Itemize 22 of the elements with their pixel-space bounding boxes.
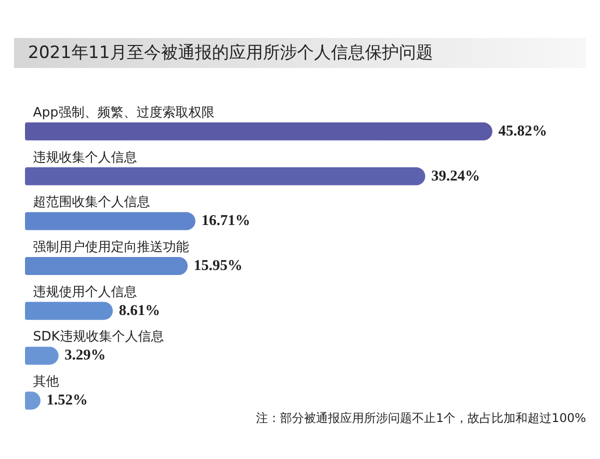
y-tick-label: 强制用户使用定向推送功能 [33,240,189,255]
y-tick-label: 其他 [33,374,59,390]
y-tick-label: 超范围收集个人信息 [33,195,150,210]
text: 注：部分被通报应用所涉问题不止1个，故占比加和超过100% [256,410,586,427]
data-label: 16.71% [201,213,250,230]
bar [25,167,426,186]
bar [25,122,492,140]
y-tick-label: App强制、频繁、过度索取权限 [33,104,214,120]
bar [25,302,113,320]
y-tick-label: 违规收集个人信息 [33,150,137,166]
data-label: 45.82% [498,123,548,140]
bar [25,346,59,365]
chart-title: 2021年11月至今被通报的应用所涉个人信息保护问题 [14,38,586,68]
data-label: 8.61% [118,302,160,319]
data-label: 3.29% [64,348,106,364]
data-label: 15.95% [194,258,242,274]
bar [25,257,188,275]
data-label: 39.24% [431,168,480,184]
y-tick-label: 违规使用个人信息 [33,284,137,300]
data-label: 1.52% [46,392,88,409]
y-tick-label: SDK违规收集个人信息 [33,330,164,345]
bar [25,212,196,230]
